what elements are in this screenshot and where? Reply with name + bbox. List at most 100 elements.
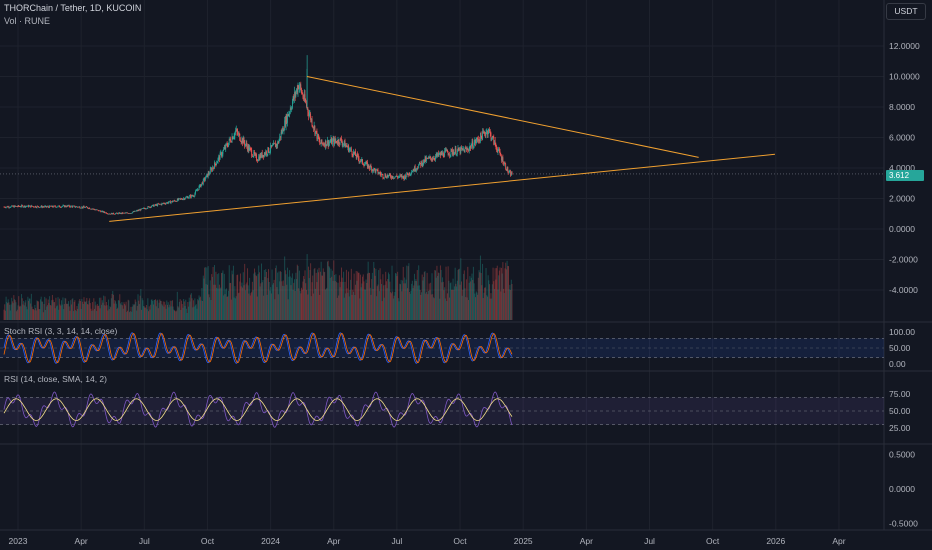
volume-bar bbox=[421, 274, 423, 320]
price-axis-label: 2.0000 bbox=[889, 194, 915, 204]
volume-bar bbox=[460, 258, 462, 320]
volume-bar bbox=[94, 301, 96, 320]
volume-bar bbox=[357, 271, 359, 320]
candle-body bbox=[148, 206, 149, 208]
volume-bar bbox=[364, 289, 366, 320]
volume-bar bbox=[182, 307, 184, 320]
candle-body bbox=[41, 205, 43, 208]
volume-bar bbox=[228, 290, 230, 320]
volume-bar bbox=[469, 276, 471, 320]
volume-bar bbox=[262, 279, 264, 320]
extra-pane-axis-label: 0.5000 bbox=[889, 450, 915, 460]
candle-body bbox=[301, 93, 303, 94]
volume-bar bbox=[317, 272, 319, 320]
candle-body bbox=[59, 205, 60, 207]
volume-bar bbox=[131, 306, 133, 320]
time-axis-label: Jul bbox=[391, 536, 402, 546]
candle-body bbox=[273, 143, 274, 146]
volume-bar bbox=[369, 272, 371, 320]
candle-body bbox=[451, 148, 453, 150]
volume-bar bbox=[345, 293, 347, 320]
candle-body bbox=[249, 147, 251, 149]
volume-bar bbox=[340, 281, 342, 320]
volume-bar bbox=[452, 278, 454, 320]
volume-bar bbox=[13, 295, 15, 320]
candle-body bbox=[172, 201, 173, 203]
volume-bar bbox=[450, 282, 452, 320]
volume-bar bbox=[493, 289, 495, 320]
candle-body bbox=[472, 141, 474, 149]
candle-body bbox=[203, 178, 205, 180]
volume-bar bbox=[201, 288, 203, 320]
candle-body bbox=[59, 206, 61, 208]
candle-body bbox=[475, 140, 476, 144]
volume-bar bbox=[219, 288, 221, 320]
candle-body bbox=[206, 174, 208, 176]
candle-body bbox=[30, 205, 32, 208]
volume-bar bbox=[243, 285, 245, 320]
candle-body bbox=[231, 136, 233, 143]
candle-body bbox=[484, 131, 486, 135]
candle-body bbox=[25, 206, 27, 208]
candle-body bbox=[89, 208, 91, 210]
candle-body bbox=[193, 195, 195, 197]
volume-bar bbox=[31, 306, 33, 320]
volume-bar bbox=[477, 277, 479, 320]
volume-bar bbox=[161, 304, 163, 320]
rsi-label[interactable]: RSI (14, close, SMA, 14, 2) bbox=[4, 374, 107, 384]
time-axis-label: 2026 bbox=[766, 536, 785, 546]
candle-body bbox=[470, 145, 472, 149]
volume-bar bbox=[126, 310, 128, 320]
candle-body bbox=[480, 133, 481, 142]
candle-body bbox=[279, 136, 281, 140]
candle-body bbox=[330, 138, 332, 143]
volume-bar bbox=[348, 296, 350, 320]
volume-bar bbox=[510, 279, 512, 320]
volume-bar bbox=[365, 279, 367, 320]
candle-body bbox=[313, 125, 315, 129]
volume-bar bbox=[501, 273, 503, 320]
candle-body bbox=[152, 204, 154, 206]
candle-body bbox=[307, 107, 309, 113]
currency-button[interactable]: USDT bbox=[886, 3, 926, 20]
candle-body bbox=[322, 143, 323, 144]
volume-bar bbox=[378, 291, 380, 320]
volume-bar bbox=[75, 311, 77, 320]
volume-bar bbox=[320, 261, 322, 320]
volume-bar bbox=[230, 282, 232, 320]
volume-bar bbox=[369, 287, 371, 320]
volume-bar bbox=[244, 263, 246, 320]
candle-body bbox=[226, 143, 228, 146]
candle-body bbox=[143, 208, 145, 209]
volume-bar bbox=[310, 296, 312, 320]
candle-body bbox=[484, 134, 486, 136]
candle-body bbox=[10, 206, 12, 208]
volume-bar bbox=[341, 277, 343, 320]
candle-body bbox=[299, 84, 301, 88]
volume-bar bbox=[107, 310, 109, 320]
price-axis-label: 10.0000 bbox=[889, 72, 920, 82]
volume-bar bbox=[150, 299, 152, 320]
volume-bar bbox=[427, 294, 429, 320]
volume-bar bbox=[286, 267, 288, 320]
candle-body bbox=[373, 168, 375, 172]
volume-bar bbox=[370, 294, 372, 320]
candle-body bbox=[376, 169, 378, 171]
volume-bar bbox=[210, 300, 212, 320]
volume-bar bbox=[231, 270, 233, 320]
volume-bar bbox=[302, 281, 304, 320]
candle-body bbox=[482, 131, 484, 133]
volume-bar bbox=[232, 274, 234, 320]
volume-bar bbox=[179, 299, 181, 320]
volume-bar bbox=[97, 305, 99, 320]
volume-bar bbox=[432, 294, 434, 320]
volume-bar bbox=[202, 275, 204, 320]
stoch-rsi-label[interactable]: Stoch RSI (3, 3, 14, 14, close) bbox=[4, 326, 118, 336]
candle-body bbox=[89, 207, 91, 209]
volume-bar bbox=[482, 298, 484, 320]
candle-body bbox=[465, 148, 467, 150]
volume-bar bbox=[411, 280, 413, 320]
candle-body bbox=[380, 173, 382, 176]
volume-bar bbox=[333, 260, 335, 320]
